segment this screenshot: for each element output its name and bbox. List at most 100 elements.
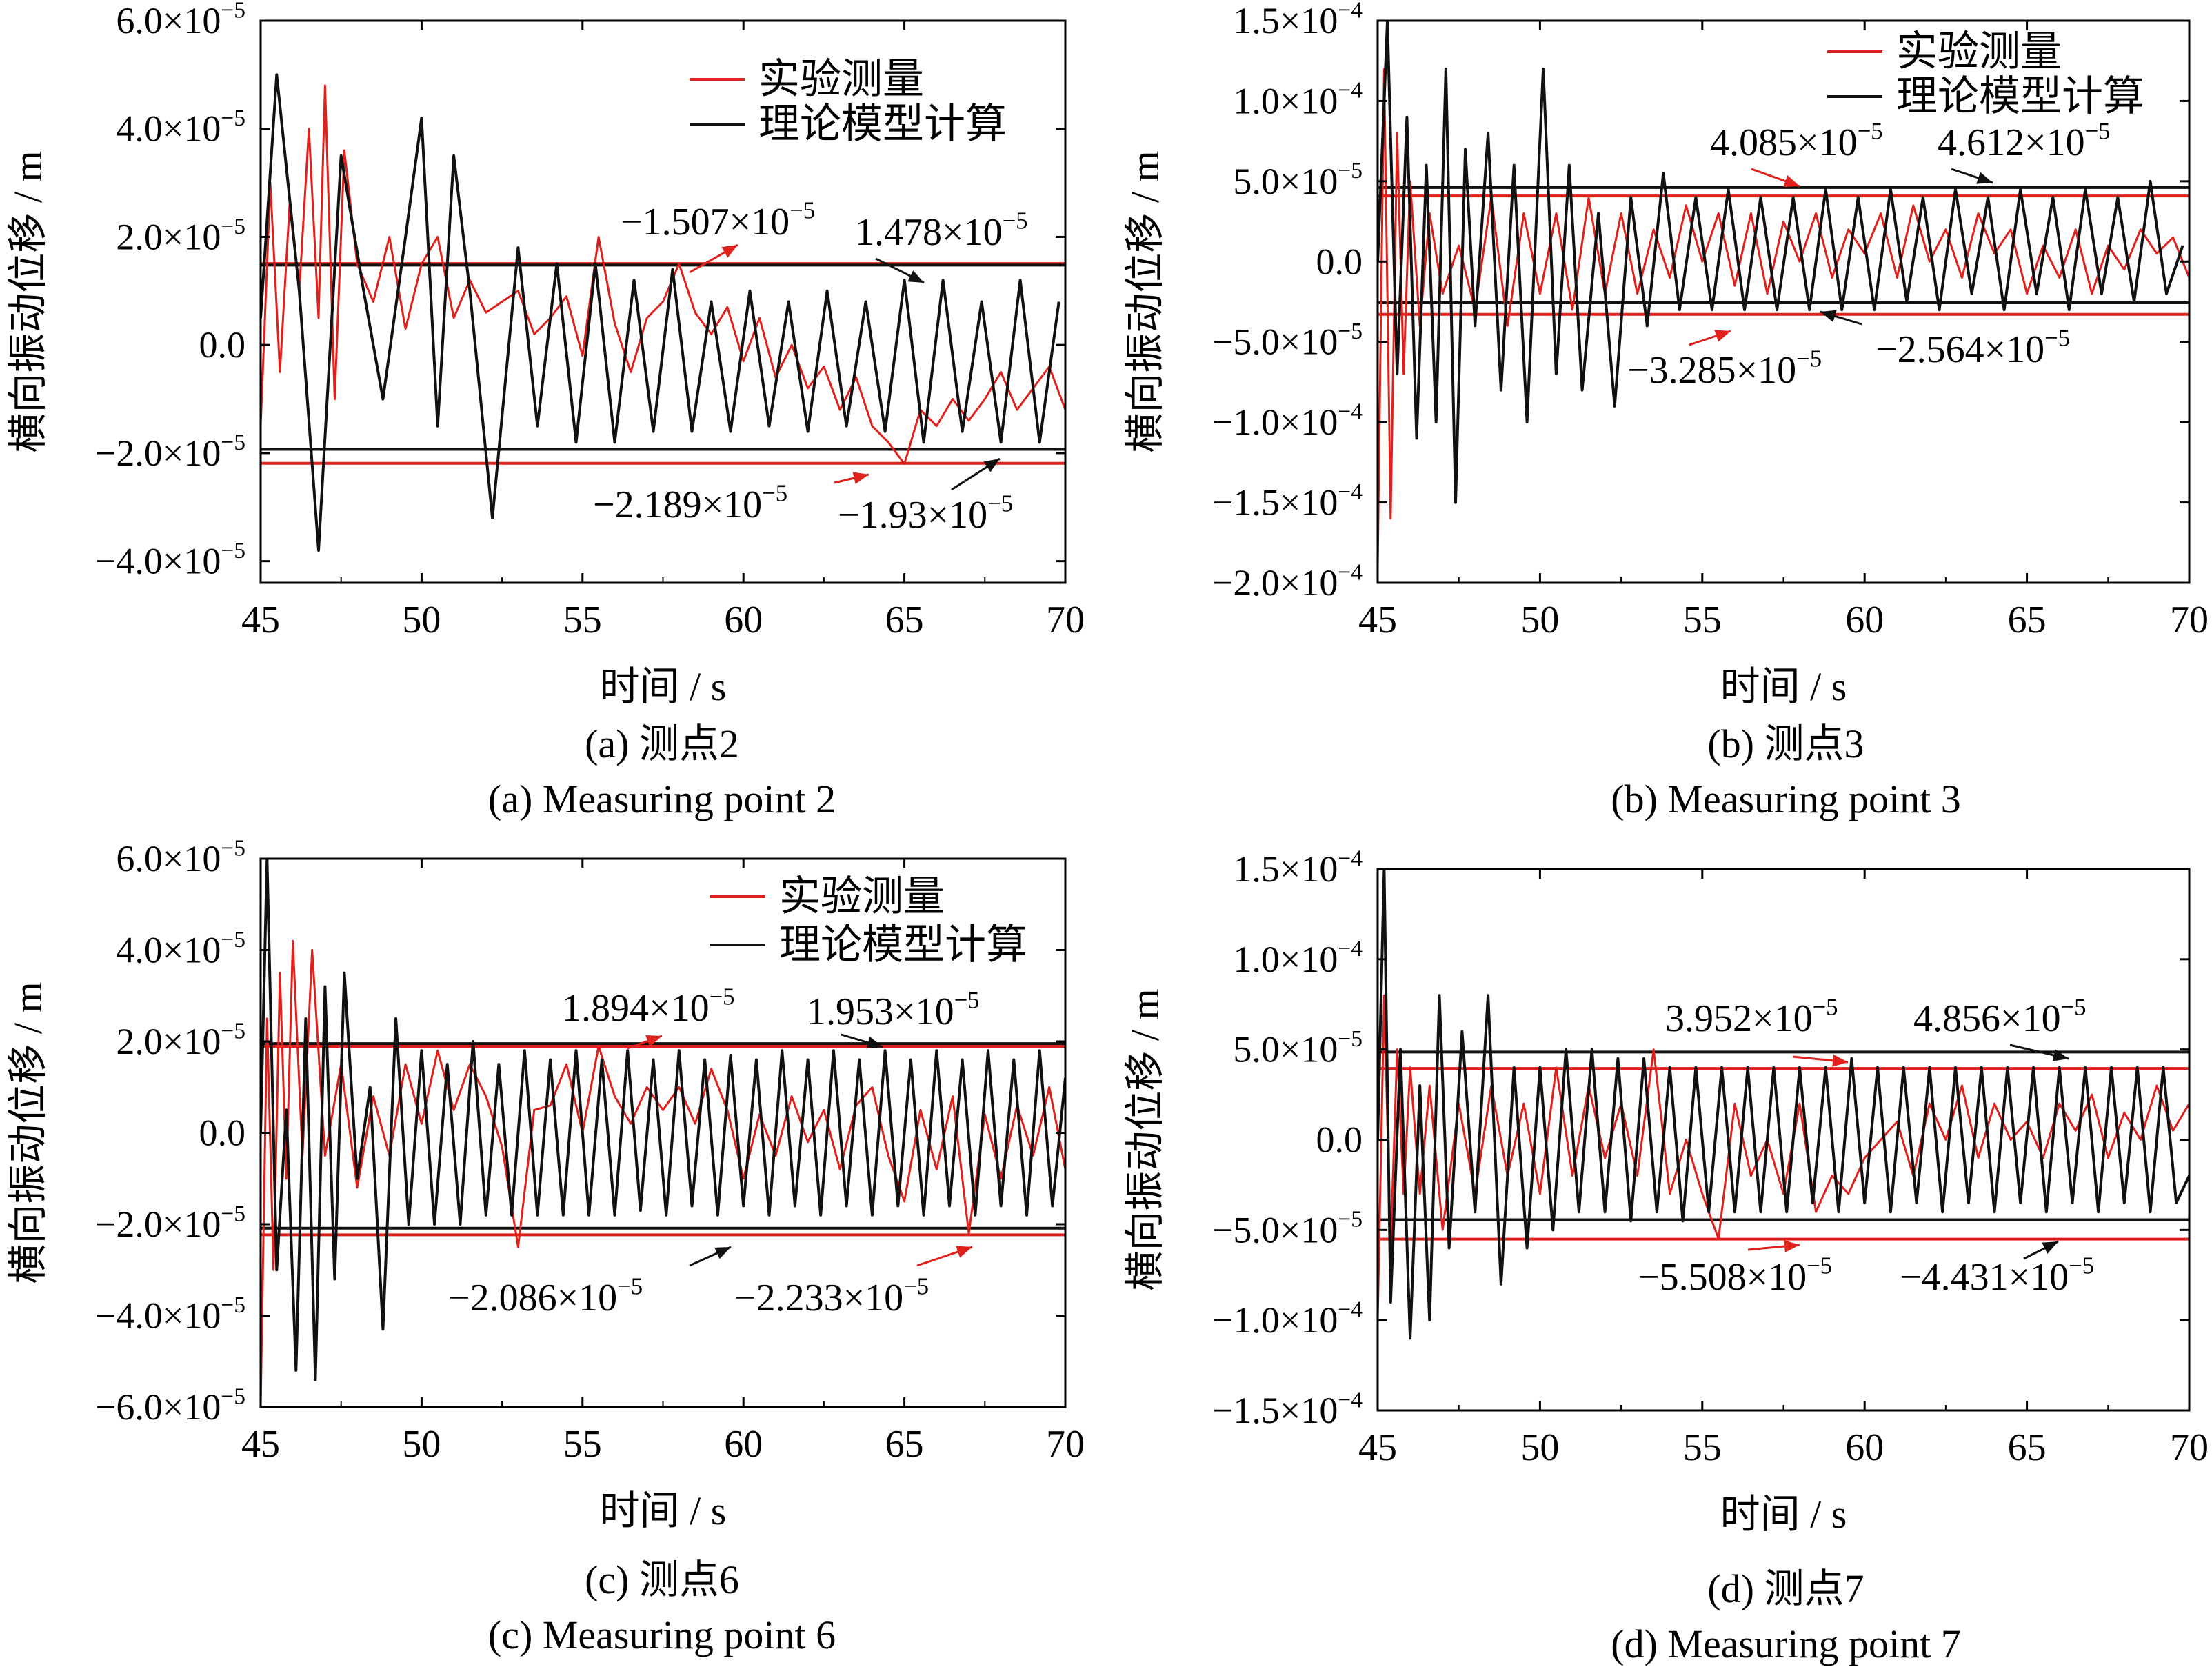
panel-1-xtick-label: 55 (1683, 599, 1722, 641)
panel-3-xtick-label: 45 (1358, 1426, 1397, 1469)
panel-0-xtick-label: 70 (1046, 599, 1085, 641)
panel-2-y-axis-label: 横向振动位移 / m (6, 981, 50, 1284)
panel-0-xtick-label: 50 (402, 599, 441, 641)
panel-0-ytick-label: 6.0×10−5 (116, 0, 245, 41)
panel-2-annotation-arrow-0 (627, 1035, 663, 1050)
panel-1-series-model (1378, 21, 2184, 504)
panel-3-ytick-label: 5.0×10−5 (1233, 1026, 1363, 1070)
panel-c-caption-cn: (c) 测点6 (585, 1557, 739, 1602)
panel-0-annotation-0: −1.507×10−5 (621, 197, 815, 243)
panel-1-ytick-label: −1.5×10−4 (1212, 479, 1363, 523)
panel-0-ytick-label: −4.0×10−5 (95, 538, 245, 582)
panel-1-ytick-label: −5.0×10−5 (1212, 319, 1363, 363)
panel-3-ytick-label: 1.5×10−4 (1233, 846, 1363, 890)
panel-1-x-axis-label: 时间 / s (1720, 664, 1847, 709)
legend-measured-label: 实验测量 (779, 874, 945, 919)
panel-2-xtick-label: 55 (563, 1423, 602, 1466)
panel-2-xtick-label: 50 (402, 1423, 441, 1466)
panel-3-xtick-label: 65 (2008, 1426, 2047, 1469)
panel-0-xtick-label: 45 (241, 599, 280, 641)
panel-0-annotation-3: −1.93×10−5 (838, 490, 1013, 537)
panel-d-chart: 45 50 55 60 65 70 1.5×10−4 1.0×10−4 5.0×10−5 0.0 −… (1123, 846, 2209, 1537)
panel-1-y-axis-label: 横向振动位移 / m (1123, 150, 1167, 452)
panel-3-annotation-arrow-2 (1747, 1240, 1800, 1253)
legend-model-label: 理论模型计算 (1896, 74, 2144, 119)
legend-model-label: 理论模型计算 (779, 922, 1027, 968)
panel-2-annotation-2: −2.086×10−5 (448, 1272, 643, 1319)
panel-2-ytick-label: 4.0×10−5 (116, 927, 245, 971)
panel-1-annotation-arrow-2 (1689, 330, 1731, 346)
panel-1-annotation-arrow-3 (1820, 310, 1862, 326)
panel-2-xtick-label: 70 (1046, 1423, 1085, 1466)
panel-2-ytick-label: 6.0×10−5 (116, 835, 245, 879)
panel-3-ytick-label: −1.5×10−4 (1212, 1387, 1363, 1431)
panel-2-ytick-label: −6.0×10−5 (95, 1384, 245, 1428)
panel-0-ytick-label: 0.0 (199, 324, 246, 366)
panel-0-ytick-label: −2.0×10−5 (95, 430, 245, 474)
panel-1-annotation-arrow-0 (1751, 168, 1800, 188)
panel-0-ytick-label: 4.0×10−5 (116, 106, 245, 150)
panel-2-ytick-label: −4.0×10−5 (95, 1292, 245, 1337)
panel-0-xtick-label: 55 (563, 599, 602, 641)
panel-2-x-axis-label: 时间 / s (600, 1488, 727, 1533)
panel-1-xtick-label: 50 (1520, 599, 1559, 641)
panel-1-xtick-label: 45 (1358, 599, 1397, 641)
panel-0-annotation-1: 1.478×10−5 (855, 207, 1028, 254)
panel-3-xtick-label: 55 (1683, 1426, 1722, 1469)
panel-a-caption-en: (a) Measuring point 2 (487, 777, 836, 821)
panel-d-caption-en: (d) Measuring point 7 (1611, 1621, 1961, 1666)
panel-b-caption-cn: (b) 测点3 (1707, 721, 1864, 766)
panel-0-series-model (261, 73, 1060, 552)
panel-1-ytick-label: 0.0 (1316, 241, 1363, 282)
panel-1-series-measured (1378, 68, 2189, 567)
panel-1-annotation-1: 4.612×10−5 (1938, 117, 2111, 164)
panel-1-xtick-label: 70 (2170, 599, 2209, 641)
panel-b-caption-en: (b) Measuring point 3 (1611, 777, 1961, 821)
panel-2-xtick-label: 65 (885, 1423, 924, 1466)
panel-0-xtick-label: 60 (724, 599, 763, 641)
panel-3-annotation-3: −4.431×10−5 (1900, 1252, 2094, 1299)
panel-3-xtick-label: 50 (1520, 1426, 1559, 1469)
panel-1-ytick-label: −1.0×10−4 (1212, 399, 1363, 443)
panel-3-xtick-label: 60 (1845, 1426, 1884, 1469)
panel-2-ytick-label: −2.0×10−5 (95, 1201, 245, 1245)
panel-3-ytick-label: 0.0 (1316, 1119, 1363, 1161)
panel-3-ytick-label: 1.0×10−4 (1233, 936, 1363, 980)
panel-3-annotation-arrow-3 (2023, 1240, 2059, 1260)
panel-1-annotation-arrow-1 (1951, 168, 1993, 184)
panel-2-xtick-label: 45 (241, 1423, 280, 1466)
panel-2-annotation-arrow-2 (689, 1246, 732, 1267)
panel-b-chart: 45 50 55 60 65 70 1.5×10−4 1.0×10−4 5.0×10−5 0.0 −… (1123, 0, 2209, 709)
legend-measured-label: 实验测量 (1896, 29, 2062, 74)
panel-3-annotation-1: 4.856×10−5 (1913, 993, 2087, 1040)
panel-0-annotation-arrow-1 (875, 257, 925, 284)
panel-a-caption-cn: (a) 测点2 (585, 721, 739, 766)
panel-1-annotation-3: −2.564×10−5 (1876, 324, 2070, 371)
panel-0-annotation-arrow-0 (689, 243, 738, 274)
panel-3-annotation-arrow-0 (1792, 1054, 1849, 1067)
panel-3-ytick-label: −1.0×10−4 (1212, 1297, 1363, 1341)
panel-0-annotation-2: −2.189×10−5 (593, 479, 787, 526)
panel-1-annotation-2: −3.285×10−5 (1627, 345, 1822, 392)
panel-3-y-axis-label: 横向振动位移 / m (1123, 988, 1167, 1290)
panel-2-ytick-label: 2.0×10−5 (116, 1018, 245, 1062)
panel-1-annotation-0: 4.085×10−5 (1710, 117, 1883, 164)
panel-2-xtick-label: 60 (724, 1423, 763, 1466)
panel-1-xtick-label: 60 (1845, 599, 1884, 641)
panel-d-caption-cn: (d) 测点7 (1707, 1566, 1864, 1611)
panel-2-annotation-1: 1.953×10−5 (807, 986, 980, 1033)
panel-3-xtick-label: 70 (2170, 1426, 2209, 1469)
panel-3-ytick-label: −5.0×10−5 (1212, 1207, 1363, 1251)
panel-1-ytick-label: −2.0×10−4 (1212, 559, 1363, 603)
panel-0-x-axis-label: 时间 / s (600, 664, 727, 709)
panel-3-series-model (1378, 869, 2189, 1340)
panel-3-x-axis-label: 时间 / s (1720, 1492, 1847, 1537)
legend-measured-label: 实验测量 (758, 57, 924, 102)
panel-0-annotation-arrow-3 (951, 457, 1001, 491)
panel-0-y-axis-label: 横向振动位移 / m (6, 150, 50, 452)
panel-a-chart: 45 50 55 60 65 70 6.0×10−5 4.0×10−5 2.0×10−5 0.0 −… (6, 0, 1085, 709)
panel-2-annotation-0: 1.894×10−5 (562, 983, 735, 1030)
